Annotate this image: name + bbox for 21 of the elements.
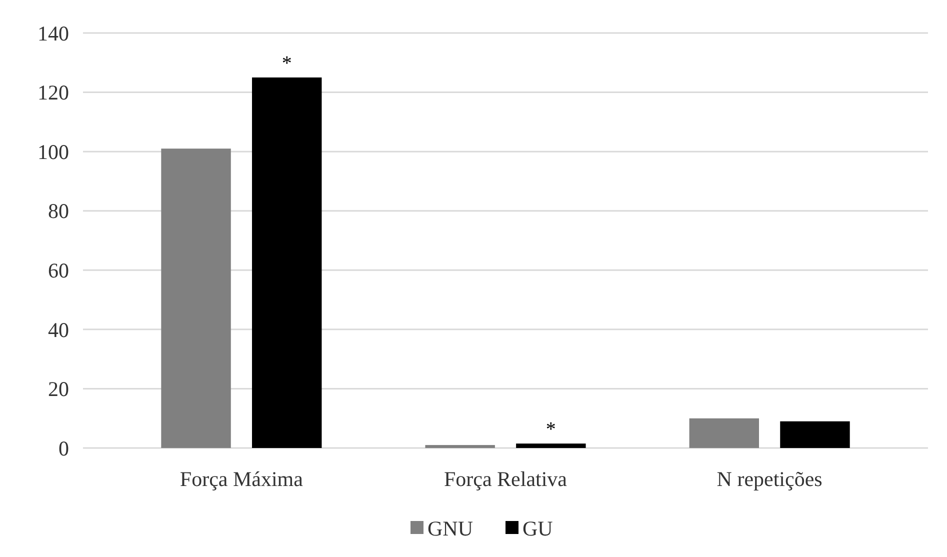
bar xyxy=(780,421,850,448)
annotation: * xyxy=(282,52,292,74)
bar xyxy=(689,418,759,448)
x-tick-label: Força Máxima xyxy=(180,467,304,491)
y-tick-label: 140 xyxy=(38,21,69,46)
bar xyxy=(425,445,495,448)
legend-label: GNU xyxy=(428,516,473,540)
y-tick-label: 60 xyxy=(48,258,69,282)
bar xyxy=(161,148,231,448)
y-tick-label: 80 xyxy=(48,199,69,224)
annotation: * xyxy=(546,418,556,441)
x-tick-label: Força Relativa xyxy=(444,467,568,491)
bar xyxy=(252,77,322,448)
y-tick-label: 20 xyxy=(48,377,69,402)
y-tick-label: 120 xyxy=(38,80,69,105)
bar xyxy=(516,444,586,448)
x-tick-label: N repetições xyxy=(716,467,822,491)
y-tick-label: 0 xyxy=(58,436,69,460)
y-tick-label: 100 xyxy=(38,140,69,164)
y-tick-label: 40 xyxy=(48,318,69,342)
legend-label: GU xyxy=(522,516,553,540)
